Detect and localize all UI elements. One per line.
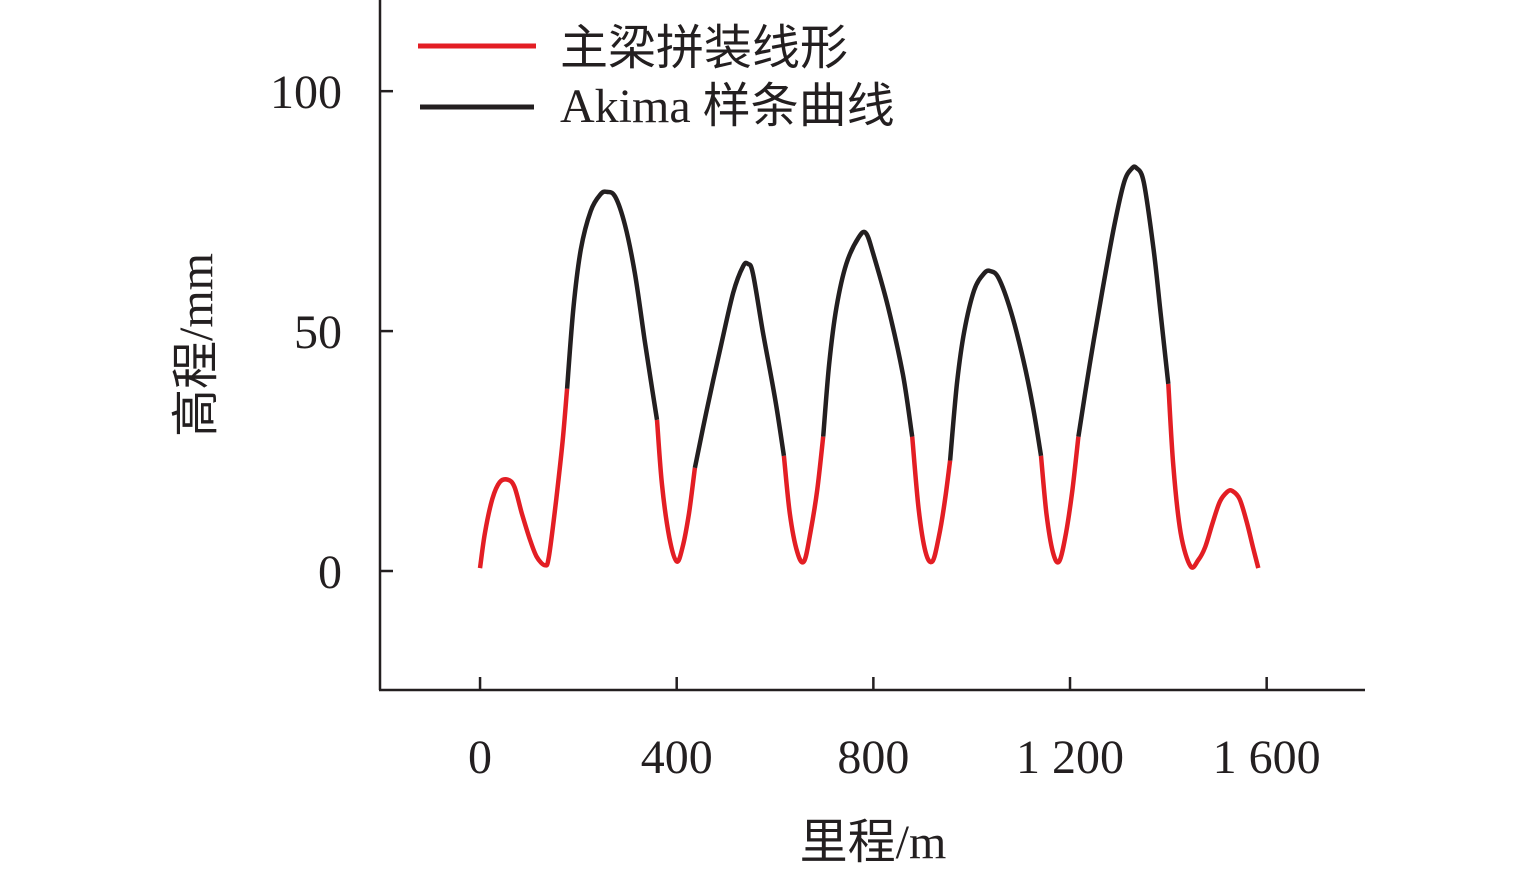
y-tick-label: 0 [318,546,342,599]
main-girder-line-segment [909,436,953,565]
akima-spline-segment [820,229,915,437]
x-tick-label: 1 200 [1016,731,1124,784]
main-girder-line-segment [1038,436,1081,565]
x-tick-label: 400 [641,731,713,784]
akima-spline-segment [692,260,787,469]
y-tick-label: 50 [294,306,342,359]
main-girder-line-segment [781,436,826,565]
x-tick-label: 800 [837,731,909,784]
axis-ticks: 0 400 800 1 200 1 600 0 50 100 [270,66,1321,784]
akima-spline-segment [947,268,1044,461]
legend-label-akima: Akima 样条曲线 [560,80,895,133]
main-girder-line-segment [1166,383,1261,570]
x-tick-label: 1 600 [1213,731,1321,784]
legend-label-main-girder: 主梁拼装线形 [560,22,848,75]
y-tick-label: 100 [270,66,342,119]
akima-spline-segment [1076,164,1171,437]
legend: 主梁拼装线形 Akima 样条曲线 [418,22,895,133]
main-girder-line-segment [477,388,570,569]
main-girder-line-segment [654,419,698,564]
akima-spline-segment [564,189,660,421]
plot-curves [477,164,1261,570]
y-axis-label: 高程/mm [170,253,223,437]
x-axis-label: 里程/m [800,816,947,869]
x-tick-label: 0 [468,731,492,784]
